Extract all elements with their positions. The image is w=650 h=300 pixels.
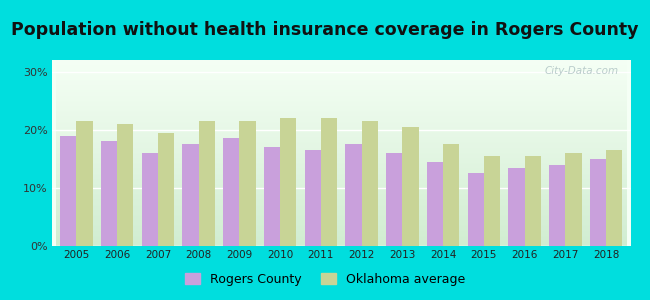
Bar — [321, 118, 337, 246]
Bar — [402, 127, 419, 246]
Bar — [427, 162, 443, 246]
Bar — [158, 133, 174, 246]
Text: City-Data.com: City-Data.com — [545, 66, 619, 76]
Bar — [566, 153, 582, 246]
Bar — [305, 150, 321, 246]
Bar — [280, 118, 296, 246]
Bar — [606, 150, 622, 246]
Bar — [183, 144, 199, 246]
Bar — [142, 153, 158, 246]
Bar — [361, 121, 378, 246]
Bar — [101, 141, 117, 246]
Bar — [467, 173, 484, 246]
Bar — [60, 136, 77, 246]
Text: Population without health insurance coverage in Rogers County: Population without health insurance cove… — [11, 21, 639, 39]
Bar — [239, 121, 255, 246]
Bar — [117, 124, 133, 246]
Bar — [443, 144, 460, 246]
Bar — [484, 156, 500, 246]
Bar — [223, 139, 239, 246]
Bar — [199, 121, 215, 246]
Bar — [386, 153, 402, 246]
Bar — [264, 147, 280, 246]
Bar — [590, 159, 606, 246]
Legend: Rogers County, Oklahoma average: Rogers County, Oklahoma average — [180, 268, 470, 291]
Bar — [345, 144, 361, 246]
Bar — [77, 121, 93, 246]
Bar — [508, 167, 525, 246]
Bar — [525, 156, 541, 246]
Bar — [549, 165, 566, 246]
